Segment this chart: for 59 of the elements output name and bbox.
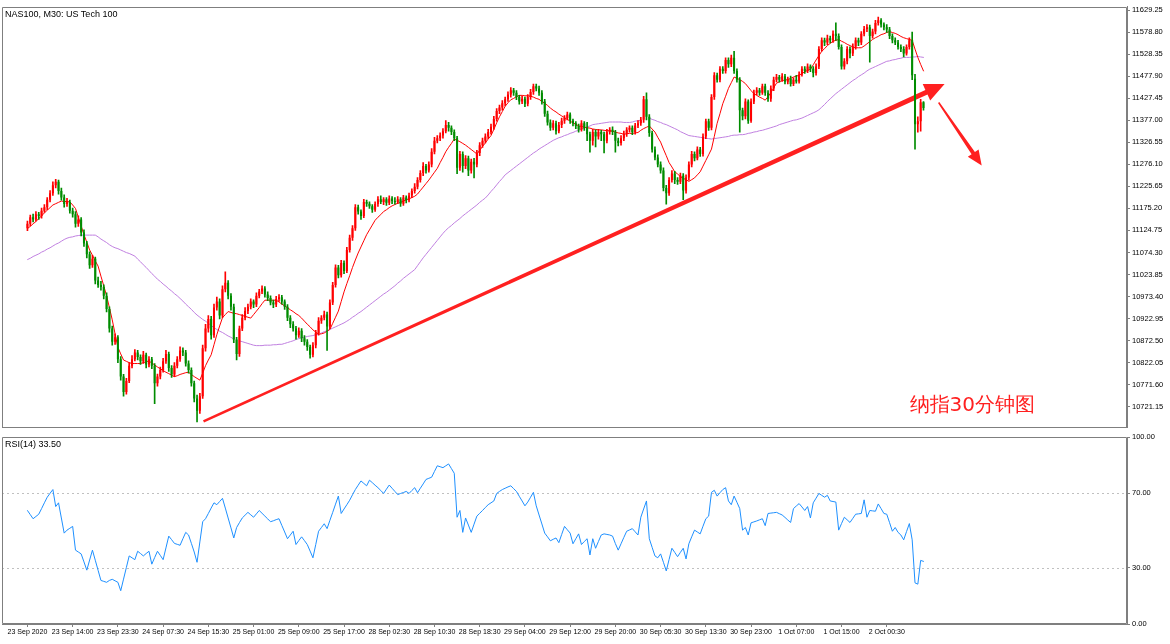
candlestick xyxy=(382,197,385,205)
chart-title: NAS100, M30: US Tech 100 xyxy=(5,8,118,20)
candlestick xyxy=(919,98,922,132)
candlestick xyxy=(829,35,832,44)
candlestick xyxy=(512,88,515,96)
candlestick xyxy=(625,127,628,137)
candlestick xyxy=(730,54,733,67)
candlestick xyxy=(464,155,467,170)
candlestick xyxy=(337,264,340,279)
chart-title: RSI(14) 33.50 xyxy=(5,439,62,450)
candlestick xyxy=(142,350,145,364)
candlestick xyxy=(809,64,812,73)
candlestick xyxy=(642,95,645,123)
candlestick xyxy=(823,37,826,46)
candlestick xyxy=(139,354,142,365)
candlestick xyxy=(447,122,450,132)
candlestick xyxy=(371,204,374,213)
candlestick xyxy=(252,299,255,308)
candlestick xyxy=(396,196,399,205)
candlestick xyxy=(758,88,761,96)
candlestick xyxy=(789,75,792,87)
candlestick xyxy=(365,199,368,207)
candlestick xyxy=(399,197,402,207)
candlestick xyxy=(323,310,326,321)
candlestick xyxy=(272,299,275,308)
candlestick xyxy=(721,66,724,74)
candlestick xyxy=(679,172,682,184)
candlestick xyxy=(803,66,806,74)
candlestick xyxy=(888,26,891,39)
candlestick xyxy=(300,328,303,343)
candlestick xyxy=(94,256,97,285)
candlestick xyxy=(865,24,868,32)
candlestick xyxy=(74,211,77,228)
candlestick xyxy=(580,120,583,132)
candlestick xyxy=(894,37,897,46)
candlestick xyxy=(249,298,252,310)
candlestick xyxy=(467,155,470,177)
candlestick xyxy=(484,133,487,144)
candlestick xyxy=(255,292,258,308)
candlestick xyxy=(535,83,538,92)
candlestick xyxy=(563,115,566,124)
candlestick xyxy=(77,215,80,227)
candlestick xyxy=(501,100,504,111)
candlestick xyxy=(66,198,69,207)
candlestick xyxy=(922,101,925,111)
candlestick xyxy=(707,118,710,131)
candlestick xyxy=(628,125,631,133)
candlestick xyxy=(402,195,405,206)
candlestick xyxy=(744,98,747,120)
candlestick xyxy=(857,37,860,46)
candlestick xyxy=(874,19,877,35)
candlestick xyxy=(40,207,43,219)
candlestick xyxy=(826,34,829,46)
candlestick xyxy=(614,129,617,153)
annotation: 纳指30分钟图 xyxy=(909,391,1035,416)
candlestick xyxy=(385,197,388,206)
candlestick xyxy=(91,254,94,268)
candlestick xyxy=(724,57,727,74)
candlestick xyxy=(591,129,594,146)
